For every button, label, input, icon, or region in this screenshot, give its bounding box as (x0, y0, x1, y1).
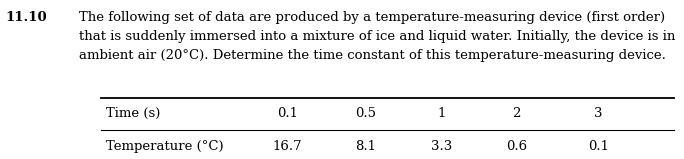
Text: 8.1: 8.1 (356, 140, 376, 153)
Text: 0.1: 0.1 (277, 107, 298, 120)
Text: The following set of data are produced by a temperature-measuring device (first : The following set of data are produced b… (79, 11, 665, 24)
Text: 2: 2 (512, 107, 521, 120)
Text: ambient air (20°C). Determine the time constant of this temperature-measuring de: ambient air (20°C). Determine the time c… (79, 49, 666, 62)
Text: 16.7: 16.7 (272, 140, 302, 153)
Text: 0.6: 0.6 (506, 140, 527, 153)
Text: 0.1: 0.1 (588, 140, 609, 153)
Text: Time (s): Time (s) (106, 107, 160, 120)
Text: 0.5: 0.5 (356, 107, 376, 120)
Text: 11.10: 11.10 (5, 11, 47, 24)
Text: that is suddenly immersed into a mixture of ice and liquid water. Initially, the: that is suddenly immersed into a mixture… (79, 30, 675, 43)
Text: 1: 1 (437, 107, 445, 120)
Text: 3: 3 (594, 107, 603, 120)
Text: 3.3: 3.3 (430, 140, 452, 153)
Text: Temperature (°C): Temperature (°C) (106, 140, 224, 153)
